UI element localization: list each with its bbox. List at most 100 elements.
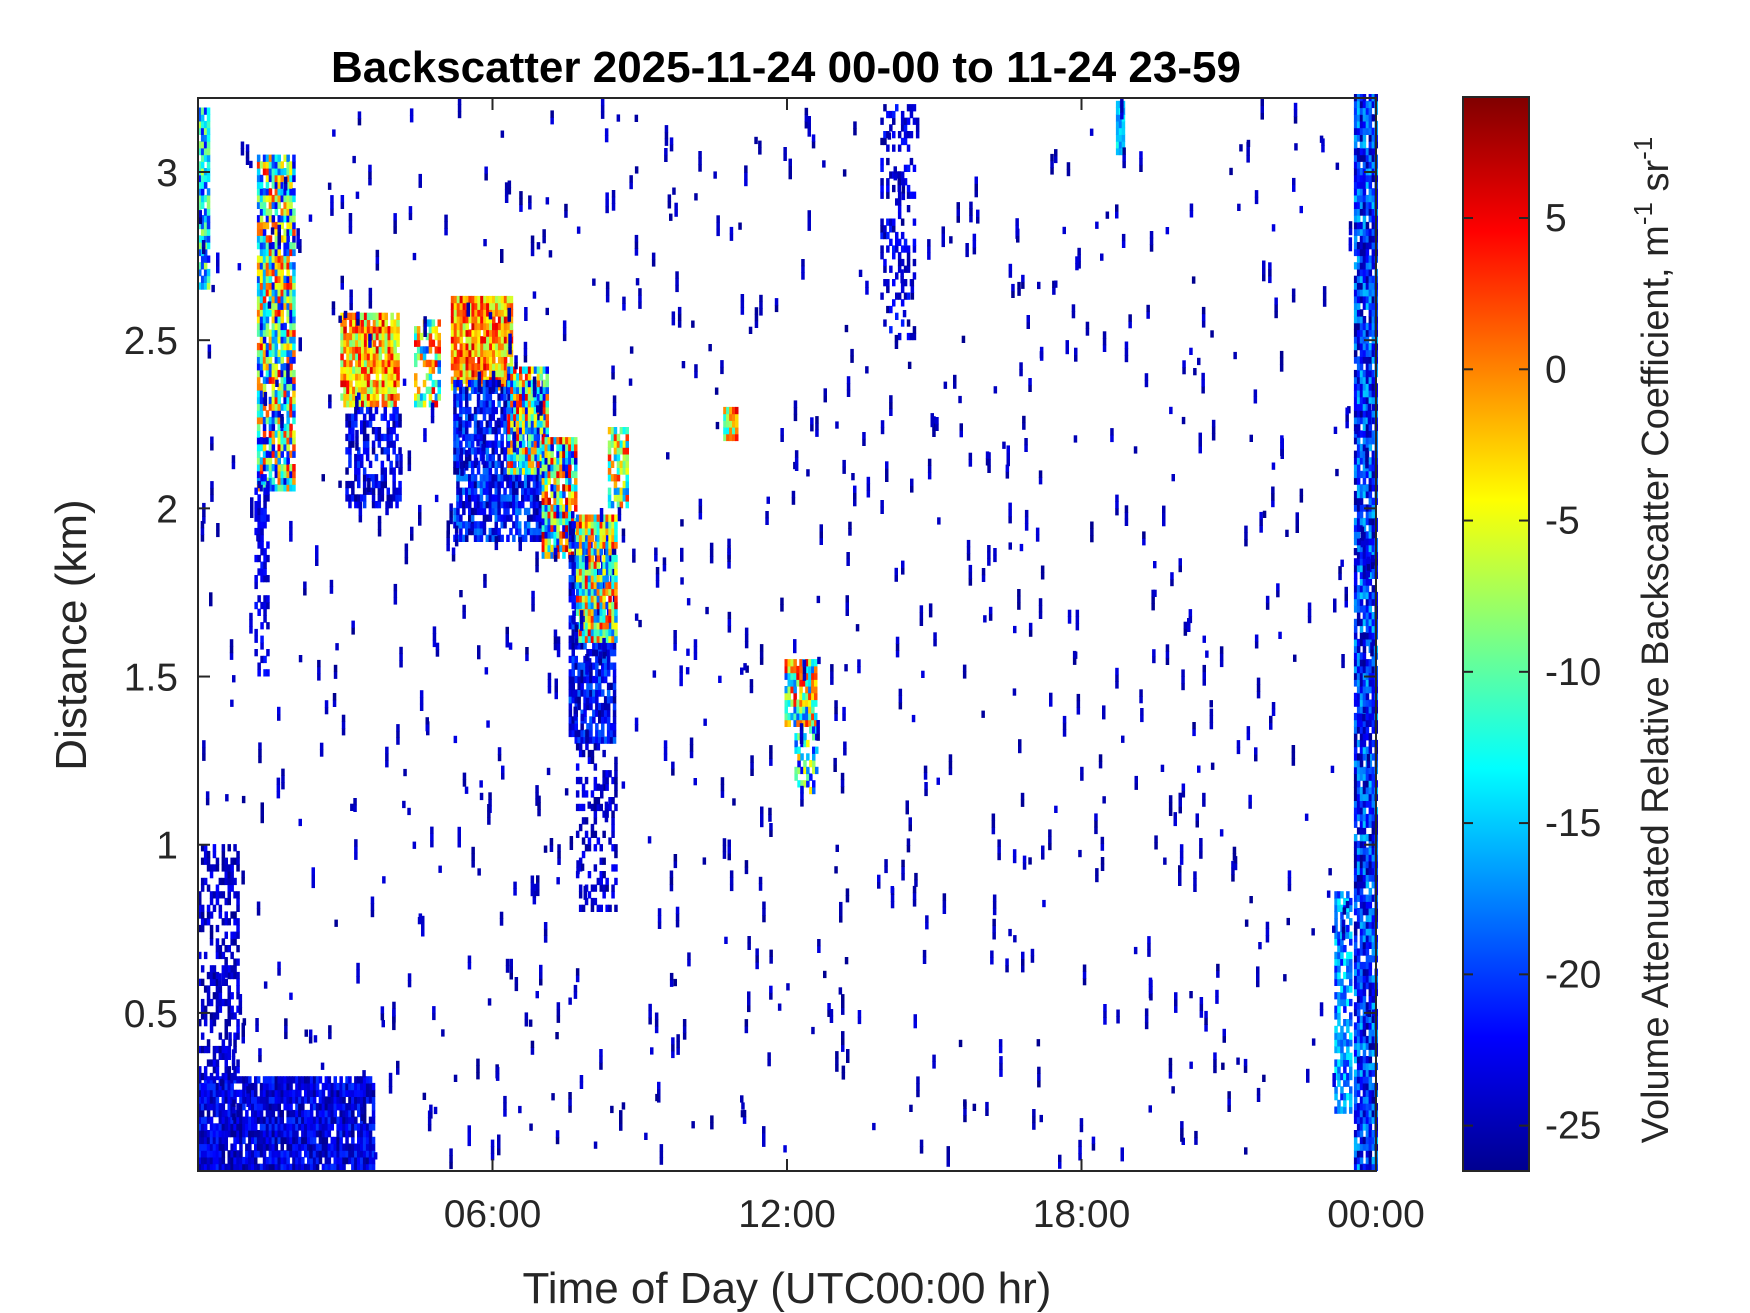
heatmap-cell: [262, 242, 267, 250]
heatmap-cell: [378, 386, 383, 394]
heatmap-cell: [1340, 1032, 1344, 1040]
heatmap-cell: [239, 1076, 243, 1084]
heatmap-cell: [803, 733, 807, 741]
heatmap-cell: [556, 544, 560, 553]
heatmap-cell: [1343, 958, 1347, 966]
heatmap-cell: [340, 319, 344, 327]
heatmap-cell: [265, 1089, 270, 1097]
heatmap-cell: [1356, 840, 1361, 849]
heatmap-cell: [491, 427, 495, 435]
heatmap-cell: [596, 622, 601, 630]
heatmap-cell: [198, 1130, 202, 1138]
heatmap-cell: [301, 1143, 305, 1151]
heatmap-cell: [1343, 1052, 1347, 1060]
heatmap-cell: [545, 386, 549, 394]
heatmap-cell: [336, 1156, 340, 1165]
heatmap-cell: [212, 971, 217, 980]
heatmap-cell: [312, 1163, 317, 1171]
heatmap-cell: [233, 1032, 237, 1040]
heatmap-cell: [274, 410, 279, 418]
heatmap-cell: [230, 1096, 234, 1104]
heatmap-cell: [1356, 982, 1361, 990]
heatmap-cell: [280, 336, 284, 344]
heatmap-cell: [289, 403, 293, 411]
heatmap-cell: [512, 480, 516, 489]
heatmap-cell: [227, 1082, 231, 1091]
heatmap-cell: [286, 208, 290, 216]
heatmap-cell: [462, 406, 466, 415]
heatmap-cell: [271, 1150, 276, 1158]
heatmap-cell: [787, 712, 791, 721]
heatmap-cell: [483, 363, 487, 371]
heatmap-cell: [619, 501, 624, 509]
heatmap-cell: [565, 437, 569, 445]
chart-title: Backscatter 2025-11-24 00-00 to 11-24 23…: [331, 43, 1241, 92]
heatmap-cell: [357, 1163, 361, 1171]
heatmap-cell: [345, 480, 349, 489]
heatmap-cell: [565, 538, 569, 546]
heatmap-cell: [389, 433, 393, 442]
heatmap-cell: [268, 1103, 273, 1111]
heatmap-cell: [559, 443, 563, 452]
heatmap-cell: [515, 527, 519, 536]
heatmap-cell: [215, 864, 220, 872]
heatmap-cell: [544, 531, 548, 539]
heatmap-cell: [349, 393, 353, 401]
heatmap-cell: [608, 541, 612, 549]
heatmap-cell: [1334, 1005, 1338, 1013]
heatmap-cell: [1353, 215, 1358, 223]
heatmap-cell: [221, 1163, 226, 1171]
heatmap-cell: [414, 359, 418, 368]
heatmap-cell: [396, 366, 400, 374]
heatmap-cell: [1353, 100, 1358, 109]
heatmap-cell: [233, 1163, 237, 1171]
heatmap-cell: [1353, 638, 1358, 647]
heatmap-cell: [500, 440, 504, 448]
heatmap-cell: [503, 406, 507, 415]
heatmap-cell: [203, 1163, 208, 1171]
heatmap-cell: [257, 521, 261, 529]
heatmap-cell: [474, 349, 478, 357]
heatmap-cell: [524, 467, 529, 475]
heatmap-cell: [524, 400, 529, 408]
heatmap-cell: [909, 191, 914, 199]
heatmap-cell: [614, 877, 618, 886]
heatmap-cell: [527, 393, 532, 401]
heatmap-cell: [906, 332, 911, 341]
heatmap-cell: [503, 309, 508, 317]
heatmap-cell: [206, 904, 211, 912]
heatmap-cell: [437, 359, 441, 368]
heatmap-cell: [295, 1143, 299, 1151]
heatmap-cell: [483, 316, 487, 324]
heatmap-cell: [595, 709, 599, 717]
heatmap-cell: [575, 534, 580, 542]
heatmap-cell: [503, 400, 507, 408]
heatmap-cell: [289, 242, 293, 250]
heatmap-cell: [271, 1156, 276, 1165]
heatmap-cell: [372, 366, 377, 374]
heatmap-cell: [368, 1130, 373, 1138]
heatmap-cell: [351, 440, 355, 448]
heatmap-cell: [318, 1123, 323, 1131]
heatmap-cell: [459, 386, 463, 394]
heatmap-cell: [503, 302, 508, 310]
heatmap-cell: [1353, 860, 1358, 869]
heatmap-cell: [616, 440, 621, 448]
heatmap-cell: [362, 1116, 367, 1124]
heatmap-cell: [541, 484, 546, 492]
heatmap-cell: [292, 262, 296, 270]
heatmap-cell: [479, 400, 484, 408]
heatmap-cell: [550, 470, 554, 479]
heatmap-cell: [271, 363, 276, 371]
heatmap-cell: [476, 433, 481, 442]
heatmap-cell: [1337, 945, 1341, 953]
heatmap-cell: [584, 601, 589, 610]
heatmap-cell: [584, 581, 589, 590]
heatmap-cell: [357, 1130, 361, 1138]
heatmap-cell: [515, 514, 519, 522]
heatmap-cell: [280, 309, 284, 317]
heatmap-cell: [212, 1150, 217, 1158]
heatmap-cell: [1349, 897, 1353, 906]
heatmap-cell: [265, 282, 270, 290]
heatmap-cell: [900, 245, 905, 253]
